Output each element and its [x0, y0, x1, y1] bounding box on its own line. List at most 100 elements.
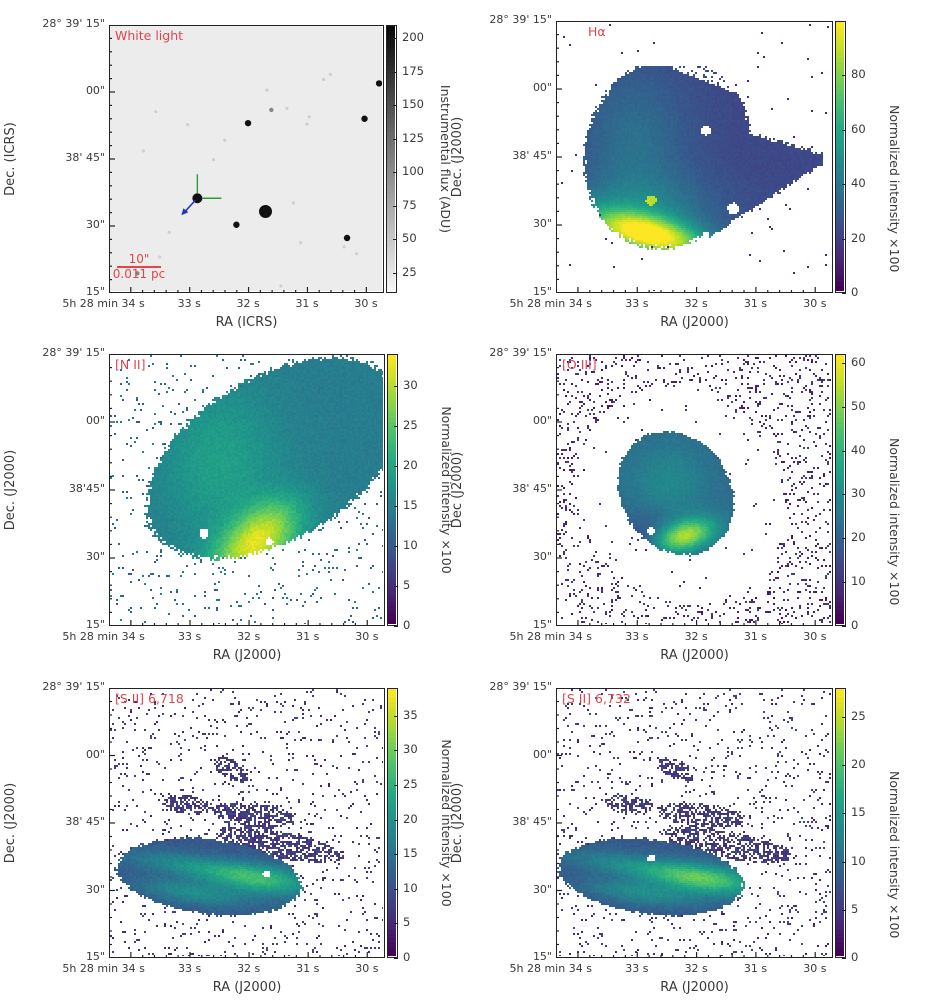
- colorbar-tick-label: 20: [851, 231, 866, 245]
- x-tick-label: 5h 28 min 34 s: [492, 630, 592, 643]
- faint-source: [154, 110, 158, 114]
- colorbar-tick-mark: [394, 626, 398, 627]
- x-tick-label: 31 s: [295, 297, 318, 310]
- colorbar-tick-label: 20: [403, 458, 418, 472]
- colorbar-tick-mark: [394, 466, 398, 467]
- y-tick-label: 38' 45": [472, 149, 552, 162]
- y-tick-label: 38'45": [25, 482, 105, 495]
- y-axis-ticks: [109, 688, 115, 958]
- sky-background: [110, 26, 382, 291]
- x-axis-ticks: [577, 952, 816, 958]
- x-axis-label: RA (ICRS): [187, 315, 307, 330]
- colorbar-tick-label: 0: [851, 950, 858, 964]
- x-tick-label: 30 s: [803, 630, 826, 643]
- colorbar-tick-mark: [394, 506, 398, 507]
- star-source: [361, 115, 368, 122]
- y-tick-label: 15": [25, 285, 105, 298]
- colorbar-tick-mark: [842, 716, 846, 718]
- colorbar-tick-label: 5: [403, 915, 410, 929]
- x-tick-label: 30 s: [355, 630, 378, 643]
- colorbar-tick-label: 0: [851, 285, 858, 299]
- colorbar-tick-mark: [842, 958, 846, 959]
- colorbar-tick-mark: [394, 958, 398, 959]
- colorbar-tick-label: 25: [403, 418, 418, 432]
- colorbar-tick-mark: [393, 105, 397, 107]
- colorbar-tick-label: 50: [402, 231, 417, 245]
- colorbar-tick-label: 25: [851, 709, 866, 723]
- y-tick-label: 00": [25, 748, 105, 761]
- scale-bar: 10" 0.011 pc: [111, 253, 167, 281]
- panel-title: [N II]: [115, 357, 145, 372]
- y-tick-label: 30": [472, 550, 552, 563]
- colorbar-tick-mark: [394, 923, 398, 925]
- image-plot: [109, 688, 385, 958]
- y-tick-label: 28° 39' 15": [25, 680, 105, 693]
- faint-source: [211, 158, 216, 162]
- x-tick-label: 32 s: [237, 630, 260, 643]
- heatmap-canvas: [110, 689, 383, 956]
- colorbar-tick-label: 15: [851, 805, 866, 819]
- y-tick-label: 38' 45": [25, 815, 105, 828]
- x-tick-label: 33 s: [178, 297, 201, 310]
- scale-angular: 10": [111, 253, 167, 266]
- colorbar-tick-label: 5: [851, 902, 858, 916]
- colorbar-tick-mark: [842, 765, 846, 767]
- colorbar-tick-mark: [394, 586, 398, 587]
- x-tick-label: 31 s: [744, 297, 767, 310]
- colorbar-tick-mark: [394, 819, 398, 821]
- colorbar-tick-label: 10: [851, 574, 866, 588]
- x-tick-label: 5h 28 min 34 s: [492, 297, 592, 310]
- faint-source: [354, 252, 359, 256]
- colorbar-tick-mark: [393, 172, 397, 174]
- colorbar: [387, 354, 398, 626]
- colorbar-tick-label: 40: [851, 176, 866, 190]
- y-axis-label: Dec. (J2000): [450, 768, 466, 878]
- emission-map: [561, 24, 829, 291]
- faint-source: [157, 255, 162, 259]
- y-tick-label: 28° 39' 15": [472, 346, 552, 359]
- colorbar-tick-mark: [842, 75, 846, 77]
- x-tick-label: 5h 28 min 34 s: [492, 962, 592, 975]
- panel-title: [O III]: [562, 357, 597, 372]
- emission-map: [557, 355, 831, 624]
- faint-source: [328, 72, 333, 76]
- colorbar-tick-mark: [842, 450, 846, 452]
- x-axis-ticks: [130, 620, 368, 626]
- colorbar-tick-mark: [394, 715, 398, 717]
- y-tick-label: 15": [25, 618, 105, 631]
- colorbar-tick-mark: [842, 184, 846, 186]
- colorbar-gradient: [388, 355, 396, 624]
- colorbar-tick-mark: [842, 582, 846, 584]
- star-source: [375, 80, 382, 87]
- colorbar-tick-label: 25: [403, 777, 418, 791]
- x-tick-label: 32 s: [237, 962, 260, 975]
- y-tick-label: 28° 39' 15": [25, 346, 105, 359]
- y-axis-ticks: [109, 354, 115, 626]
- colorbar-tick-mark: [842, 538, 846, 540]
- colorbar-tick-label: 80: [851, 67, 866, 81]
- x-tick-label: 30 s: [803, 297, 826, 310]
- colorbar-tick-mark: [394, 386, 398, 387]
- y-tick-label: 30": [25, 550, 105, 563]
- y-tick-label: 30": [472, 883, 552, 896]
- colorbar-tick-mark: [393, 239, 397, 241]
- emission-map: [110, 355, 383, 624]
- y-tick-label: 00": [25, 414, 105, 427]
- faint-source: [299, 241, 303, 245]
- colorbar: [835, 688, 846, 958]
- colorbar-tick-mark: [394, 854, 398, 856]
- faint-source: [305, 122, 309, 126]
- scale-physical: 0.011 pc: [111, 267, 167, 281]
- colorbar-tick-label: 75: [402, 198, 417, 212]
- y-tick-label: 00": [472, 414, 552, 427]
- y-axis-ticks: [556, 688, 562, 958]
- x-tick-label: 33 s: [178, 630, 201, 643]
- colorbar-gradient: [836, 355, 844, 624]
- colorbar-tick-label: 15: [403, 846, 418, 860]
- colorbar-tick-label: 150: [402, 97, 424, 111]
- star-source: [135, 271, 140, 276]
- colorbar-tick-mark: [393, 272, 397, 274]
- colorbar-tick-label: 10: [403, 881, 418, 895]
- colorbar-tick-mark: [842, 238, 846, 240]
